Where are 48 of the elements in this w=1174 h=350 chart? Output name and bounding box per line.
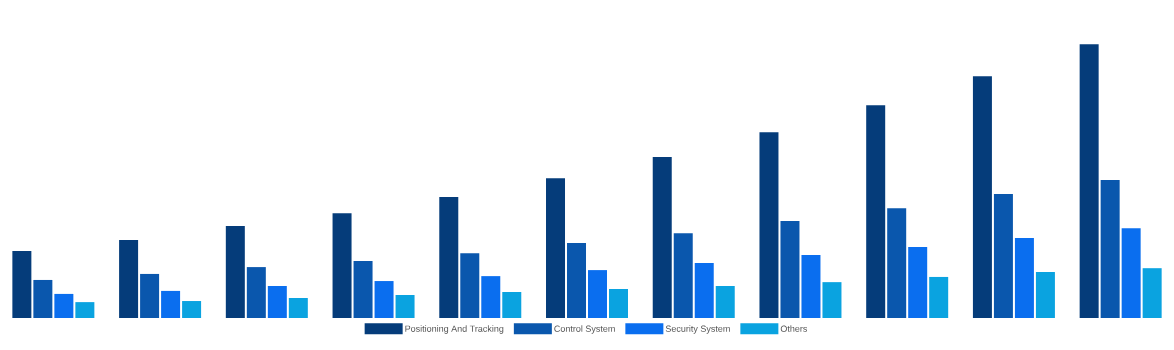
- bar: [929, 276, 949, 318]
- bar: [353, 261, 373, 318]
- bar: [332, 213, 352, 318]
- bar: [866, 105, 886, 318]
- bar: [288, 298, 308, 318]
- legend-label: Control System: [554, 325, 615, 334]
- bar: [374, 281, 394, 318]
- bar: [267, 285, 287, 318]
- bar: [546, 178, 566, 318]
- bar: [1014, 238, 1034, 318]
- bar: [673, 233, 693, 318]
- bar: [993, 194, 1013, 318]
- bar: [715, 285, 735, 318]
- bar: [246, 267, 266, 318]
- legend-label: Others: [780, 325, 808, 332]
- bar: [822, 282, 842, 318]
- bar: [1142, 268, 1162, 318]
- bar: [1100, 180, 1120, 318]
- bar: [801, 255, 821, 318]
- bar: [225, 226, 245, 318]
- bar: [161, 290, 181, 318]
- bar: [182, 301, 202, 318]
- bar: [972, 76, 992, 318]
- bar: [1079, 44, 1099, 318]
- bar: [652, 157, 672, 318]
- bar: [439, 197, 459, 318]
- bar: [33, 279, 53, 318]
- bar: [780, 221, 800, 318]
- legend-label: Security System: [665, 325, 730, 334]
- bar: [567, 243, 587, 318]
- bar: [460, 253, 480, 318]
- bar: [759, 132, 779, 318]
- bar: [887, 208, 907, 318]
- bar: [481, 276, 501, 318]
- bar: [694, 262, 714, 318]
- bar: [908, 247, 928, 318]
- bar: [1035, 272, 1055, 318]
- bar: [54, 293, 74, 318]
- legend-label: Positioning And Tracking: [405, 325, 504, 334]
- bar: [119, 240, 139, 318]
- bar: [75, 302, 95, 318]
- bar: [395, 295, 415, 318]
- bar: [140, 273, 160, 318]
- bar: [609, 288, 629, 318]
- bar: [588, 270, 608, 318]
- bar: [12, 250, 32, 318]
- bar: [1121, 228, 1141, 318]
- bar: [502, 292, 522, 318]
